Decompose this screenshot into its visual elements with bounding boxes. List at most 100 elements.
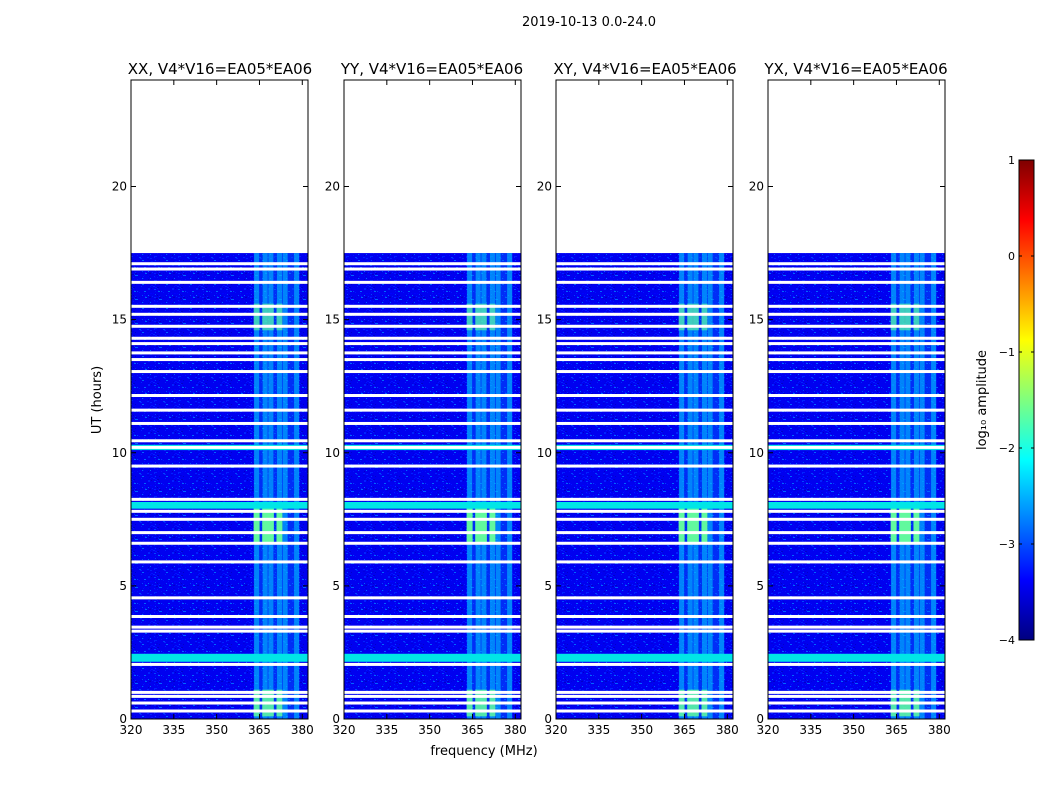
rfi-band-xy <box>678 253 725 719</box>
flagged-row-xx-18 <box>131 421 308 425</box>
ytick-label-xy-3: 15 <box>537 313 552 327</box>
flagged-row-yy-14 <box>344 497 521 501</box>
flagged-row-xx-21 <box>131 370 308 374</box>
xtick-label-xx-1: 335 <box>162 723 185 737</box>
flagged-row-xy-30 <box>556 267 733 271</box>
panel-title-yy: YY, V4*V16=EA05*EA06 <box>340 60 523 78</box>
flagged-row-yy-30 <box>344 267 521 271</box>
xtick-label-xx-2: 350 <box>205 723 228 737</box>
rfi-band-yy <box>466 253 513 719</box>
flagged-row-xx-27 <box>131 312 308 316</box>
flagged-row-yx-18 <box>768 421 945 425</box>
xtick-label-xy-2: 350 <box>630 723 653 737</box>
colorbar-tick-label-5: −4 <box>999 634 1015 647</box>
flagged-row-xy-24 <box>556 342 733 346</box>
flagged-row-yy-2 <box>344 694 521 698</box>
flagged-row-yy-29 <box>344 280 521 284</box>
panel-yx: YX, V4*V16=EA05*EA06 0 5 10 15 20 320 335 350 36… <box>749 60 951 737</box>
flagged-row-xy-6 <box>556 625 733 629</box>
xtick-label-xy-0: 320 <box>545 723 568 737</box>
ytick-label-yx-3: 15 <box>749 313 764 327</box>
flagged-row-xx-20 <box>131 394 308 398</box>
flagged-row-yy-17 <box>344 439 521 443</box>
flagged-row-xy-25 <box>556 336 733 340</box>
rfi-burst-xy-2-2 <box>692 303 699 331</box>
flagged-row-xx-28 <box>131 304 308 308</box>
flagged-row-yy-11 <box>344 531 521 535</box>
flagged-row-yx-9 <box>768 560 945 564</box>
ytick-label-yx-4: 20 <box>749 180 764 194</box>
rfi-channel-xy-2 <box>693 253 699 719</box>
rfi-band-yx <box>890 253 937 719</box>
flagged-row-yx-3 <box>768 690 945 694</box>
figure-title: 2019-10-13 0.0-24.0 <box>522 15 656 30</box>
flagged-row-yy-26 <box>344 324 521 328</box>
bright-row-xx-1 <box>131 502 308 509</box>
bright-row-xy-0 <box>556 653 733 662</box>
flagged-row-xy-16 <box>556 445 733 449</box>
flagged-row-xx-8 <box>131 596 308 600</box>
flagged-row-xy-20 <box>556 394 733 398</box>
xtick-label-yy-3: 365 <box>461 723 484 737</box>
xtick-label-yx-4: 380 <box>928 723 951 737</box>
rfi-channel-yy-1 <box>475 253 481 719</box>
rfi-band-xx <box>253 253 300 719</box>
rfi-channel-yx-0 <box>891 253 897 719</box>
flagged-row-yy-4 <box>344 662 521 666</box>
rfi-channel-xx-1 <box>262 253 268 719</box>
xtick-label-xx-4: 380 <box>291 723 314 737</box>
xtick-label-xy-3: 365 <box>673 723 696 737</box>
flagged-row-xy-0 <box>556 709 733 713</box>
bright-row-yx-0 <box>768 653 945 662</box>
rfi-burst-xx-2-2 <box>267 303 274 331</box>
panel-xx: XX, V4*V16=EA05*EA06 0 5 10 15 20 320 335 350 36… <box>112 60 314 737</box>
flagged-row-xy-3 <box>556 690 733 694</box>
axes-frame-yy <box>343 79 522 720</box>
bright-row-yy-0 <box>344 653 521 662</box>
rfi-channel-yy-3 <box>489 253 495 719</box>
rfi-burst-yx-2-0 <box>890 303 897 331</box>
flagged-row-xy-23 <box>556 351 733 355</box>
rfi-burst-xy-0-1 <box>687 503 694 544</box>
rfi-channel-xy-0 <box>679 253 685 719</box>
flagged-row-xx-26 <box>131 324 308 328</box>
flagged-row-xy-17 <box>556 439 733 443</box>
flagged-row-xx-19 <box>131 408 308 412</box>
ytick-label-xy-2: 10 <box>537 446 552 460</box>
colorbar-tick-label-3: −2 <box>999 442 1015 455</box>
flagged-row-yx-0 <box>768 709 945 713</box>
flagged-row-yx-4 <box>768 662 945 666</box>
flagged-row-yy-3 <box>344 690 521 694</box>
flagged-row-yy-22 <box>344 358 521 362</box>
bright-row-xx-0 <box>131 653 308 662</box>
rfi-burst-yy-2-3 <box>489 303 496 331</box>
flagged-row-yy-23 <box>344 351 521 355</box>
flagged-row-xy-21 <box>556 370 733 374</box>
flagged-row-xy-31 <box>556 262 733 266</box>
flagged-row-yx-21 <box>768 370 945 374</box>
flagged-row-yx-29 <box>768 280 945 284</box>
flagged-row-yx-12 <box>768 517 945 521</box>
rfi-burst-yx-0-0 <box>890 503 897 544</box>
flagged-row-xx-14 <box>131 497 308 501</box>
xtick-label-yy-4: 380 <box>504 723 527 737</box>
flagged-row-yy-27 <box>344 312 521 316</box>
rfi-channel-yx-3 <box>913 253 919 719</box>
ytick-label-xx-0: 0 <box>119 712 127 726</box>
rfi-channel-xx-3 <box>276 253 282 719</box>
flagged-row-yy-16 <box>344 445 521 449</box>
panel-yy: YY, V4*V16=EA05*EA06 0 5 10 15 20 320 335 350 36… <box>325 60 527 737</box>
xtick-label-yy-0: 320 <box>333 723 356 737</box>
ytick-label-yx-2: 10 <box>749 446 764 460</box>
rfi-burst-xx-2-3 <box>276 303 283 331</box>
ytick-label-xx-4: 20 <box>112 180 127 194</box>
ytick-label-xx-3: 15 <box>112 313 127 327</box>
flagged-row-yx-2 <box>768 694 945 698</box>
flagged-row-yy-15 <box>344 464 521 468</box>
ytick-label-yx-1: 5 <box>756 579 764 593</box>
rfi-burst-xx-0-2 <box>267 503 274 544</box>
bright-row-xy-1 <box>556 502 733 509</box>
ytick-label-yy-0: 0 <box>332 712 340 726</box>
flagged-row-xx-23 <box>131 351 308 355</box>
xtick-label-yx-1: 335 <box>799 723 822 737</box>
